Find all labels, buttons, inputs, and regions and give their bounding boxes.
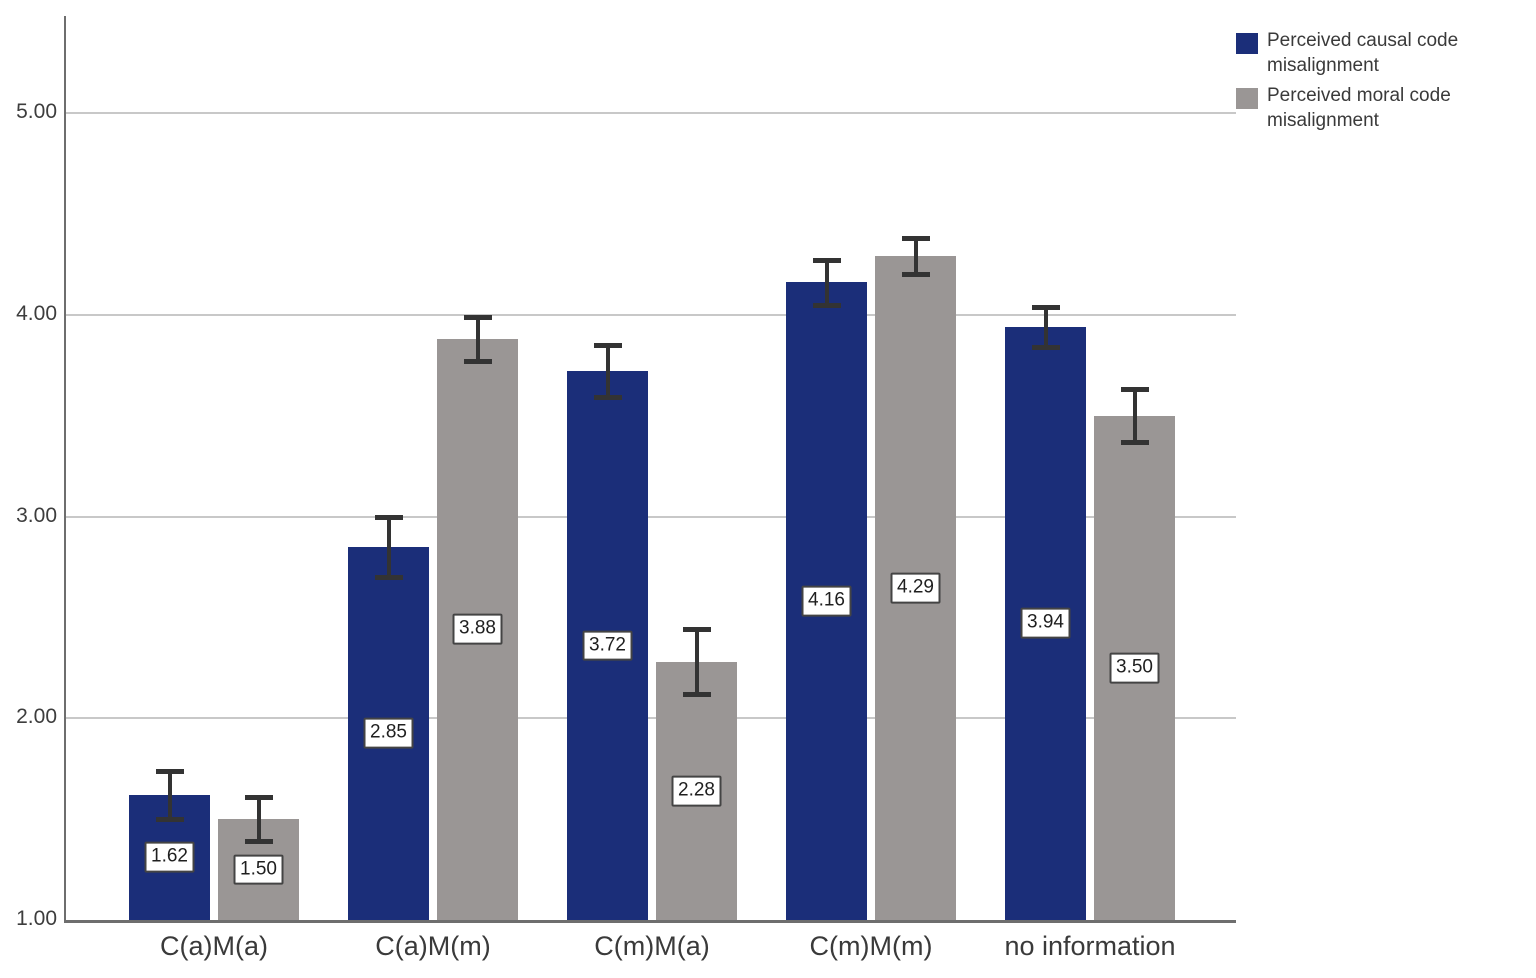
data-label: 3.72	[582, 630, 633, 661]
legend: Perceived causal code misalignment Perce…	[1236, 28, 1528, 133]
data-label: 3.94	[1020, 608, 1071, 639]
error-bar-line	[256, 796, 261, 842]
error-bar-cap-top	[463, 314, 492, 320]
gridline	[66, 313, 1236, 316]
error-bar-cap-top	[1031, 304, 1060, 310]
x-category-label: C(m)M(m)	[809, 931, 933, 961]
gridline	[66, 112, 1236, 114]
data-label: 4.29	[890, 572, 941, 604]
error-bar-line	[913, 238, 918, 275]
y-tick-label: 2.00	[16, 705, 57, 729]
error-bar-line	[694, 629, 699, 695]
error-bar-cap-bottom	[593, 395, 622, 401]
data-label: 1.50	[233, 854, 284, 885]
error-bar-cap-bottom	[1031, 345, 1060, 351]
error-bar-cap-top	[374, 514, 403, 520]
gridline	[66, 717, 1236, 720]
error-bar-cap-bottom	[244, 839, 273, 845]
legend-swatch-moral	[1236, 88, 1258, 109]
error-bar-line	[475, 316, 480, 362]
legend-swatch-causal	[1236, 33, 1258, 54]
data-label: 1.62	[144, 842, 195, 873]
error-bar-cap-top	[155, 768, 184, 774]
error-bar-cap-top	[812, 258, 841, 264]
error-bar-cap-top	[1120, 387, 1149, 393]
error-bar-cap-top	[682, 627, 711, 633]
legend-item-moral: Perceived moral code misalignment	[1236, 83, 1528, 133]
y-tick-label: 4.00	[16, 301, 57, 325]
x-category-label: C(a)M(m)	[375, 931, 491, 961]
error-bar-cap-bottom	[374, 575, 403, 581]
gridline	[66, 515, 1236, 518]
y-tick-label: 3.00	[16, 503, 57, 527]
error-bar-cap-top	[593, 343, 622, 348]
data-label: 4.16	[801, 585, 852, 617]
y-axis-line	[64, 16, 66, 922]
error-bar-cap-bottom	[682, 692, 711, 698]
legend-item-causal: Perceived causal code misalignment	[1236, 28, 1528, 78]
x-category-label: C(a)M(a)	[160, 931, 268, 961]
error-bar-cap-bottom	[463, 359, 492, 365]
error-bar-cap-bottom	[155, 817, 184, 823]
error-bar-cap-bottom	[812, 302, 841, 308]
error-bar-line	[824, 260, 829, 305]
x-category-label: no information	[1004, 931, 1176, 961]
data-label: 2.28	[671, 775, 722, 807]
error-bar-cap-bottom	[901, 272, 930, 278]
error-bar-cap-bottom	[1120, 439, 1149, 445]
data-label: 3.50	[1109, 652, 1160, 684]
error-bar-line	[167, 770, 172, 820]
error-bar-line	[386, 516, 391, 578]
error-bar-line	[605, 345, 610, 398]
error-bar-line	[1132, 389, 1137, 442]
x-axis-line	[64, 920, 1236, 923]
legend-label-causal: Perceived causal code misalignment	[1267, 30, 1459, 76]
error-bar-cap-top	[244, 794, 273, 800]
data-label: 2.85	[363, 718, 414, 749]
y-tick-label: 5.00	[16, 100, 57, 123]
legend-label-moral: Perceived moral code misalignment	[1267, 85, 1451, 131]
x-category-label: C(m)M(a)	[594, 931, 710, 961]
error-bar-cap-top	[901, 236, 930, 242]
y-tick-label: 1.00	[16, 907, 57, 930]
error-bar-line	[1043, 306, 1048, 348]
data-label: 3.88	[452, 614, 503, 645]
